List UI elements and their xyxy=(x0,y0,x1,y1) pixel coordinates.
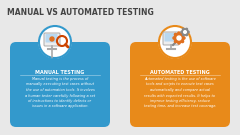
Circle shape xyxy=(181,31,183,33)
FancyBboxPatch shape xyxy=(44,33,60,46)
Circle shape xyxy=(187,31,189,33)
Circle shape xyxy=(173,37,175,39)
FancyBboxPatch shape xyxy=(10,42,110,127)
Circle shape xyxy=(186,34,187,36)
Circle shape xyxy=(182,29,188,35)
Circle shape xyxy=(177,36,181,40)
FancyBboxPatch shape xyxy=(163,32,179,45)
FancyBboxPatch shape xyxy=(46,34,58,43)
Text: AUTOMATED TESTING: AUTOMATED TESTING xyxy=(150,70,210,75)
FancyBboxPatch shape xyxy=(164,33,176,41)
Circle shape xyxy=(50,37,54,41)
Circle shape xyxy=(174,33,184,43)
Text: Automated testing is the use of software
tools and scripts to execute test cases: Automated testing is the use of software… xyxy=(144,77,216,109)
Circle shape xyxy=(182,34,184,36)
Circle shape xyxy=(184,31,186,33)
Text: MANUAL TESTING: MANUAL TESTING xyxy=(35,70,85,75)
Circle shape xyxy=(181,33,184,36)
Circle shape xyxy=(178,42,180,44)
Circle shape xyxy=(174,33,177,36)
Circle shape xyxy=(181,40,184,43)
Circle shape xyxy=(159,26,191,58)
Circle shape xyxy=(186,28,187,30)
Circle shape xyxy=(183,37,185,39)
FancyBboxPatch shape xyxy=(130,42,230,127)
Circle shape xyxy=(39,26,71,58)
Circle shape xyxy=(174,40,177,43)
Text: Manual testing is the process of
manually executing test cases without
the use o: Manual testing is the process of manuall… xyxy=(25,77,95,109)
Circle shape xyxy=(182,28,184,30)
Text: MANUAL VS AUTOMATED TESTING: MANUAL VS AUTOMATED TESTING xyxy=(7,8,154,17)
Circle shape xyxy=(178,32,180,34)
